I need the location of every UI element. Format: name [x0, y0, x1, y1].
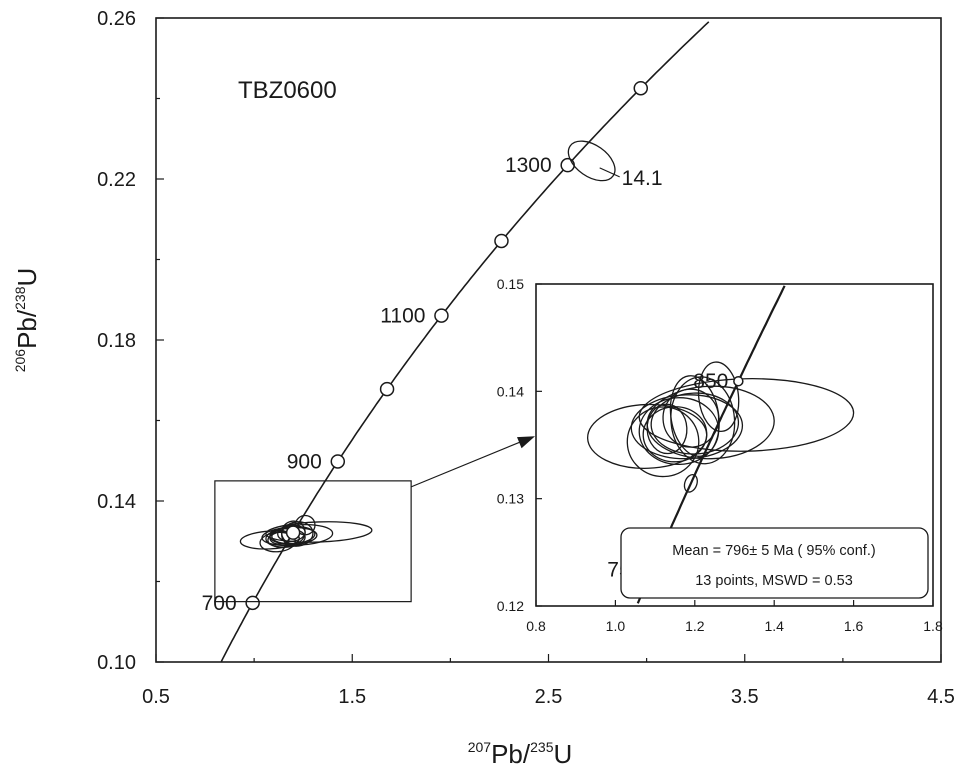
- stats-line-2: 13 points, MSWD = 0.53: [695, 573, 853, 589]
- outlier-leader: [599, 167, 620, 178]
- inset-analysis-ellipse-6: [670, 376, 736, 465]
- x-axis-title: 207Pb/235U: [468, 739, 573, 769]
- age-marker-900: [330, 454, 346, 469]
- inset-y-tick-label-2: 0.14: [497, 383, 524, 399]
- age-label-1100: 1100: [380, 305, 425, 328]
- x-tick-label-1: 1.5: [338, 686, 366, 708]
- age-markers: [245, 80, 649, 611]
- x-tick-label-0: 0.5: [142, 686, 170, 708]
- x-tick-label-4: 4.5: [927, 686, 955, 708]
- axis-ticks: [155, 17, 942, 663]
- age-label-1300: 1300: [505, 154, 552, 177]
- main-plot: 0.5 1.5 2.5 3.5 4.5 0.10 0.14 0.18 0.22 0.26 700 9…: [97, 8, 955, 708]
- tick-labels: 0.5 1.5 2.5 3.5 4.5 0.10 0.14 0.18 0.22 0.26: [97, 8, 955, 708]
- y-tick-label-0: 0.10: [97, 652, 136, 674]
- inset-x-tick-label-0: 0.8: [526, 618, 546, 634]
- age-marker-800: [285, 525, 301, 540]
- concordia-age-ellipse: [683, 473, 698, 493]
- age-labels: 700 900 1100 1300: [202, 154, 552, 615]
- inset-y-tick-label-0: 0.12: [497, 598, 524, 614]
- outlier-label: 14.1: [622, 167, 663, 190]
- inset-age-marker-850: [733, 375, 744, 387]
- analysis-ellipse-13: [259, 531, 296, 553]
- age-marker-1400: [633, 80, 649, 96]
- sample-label: TBZ0600: [238, 77, 337, 104]
- y-axis-title: 206Pb/238U: [12, 268, 42, 373]
- inset-x-tick-label-2: 1.2: [685, 618, 705, 634]
- inset-analysis-ellipse-13: [626, 406, 700, 478]
- inset-plot: 0.81.01.21.41.61.80.120.130.140.15 75085…: [497, 276, 943, 634]
- outlier-ellipse: [567, 140, 616, 182]
- analysis-ellipses: [239, 514, 373, 553]
- age-marker-1000: [379, 381, 395, 397]
- zoom-box: [214, 480, 412, 603]
- inset-axis-ticks: [535, 283, 934, 607]
- x-tick-label-2: 2.5: [535, 686, 563, 708]
- y-tick-label-1: 0.14: [97, 491, 136, 513]
- inset-frame: [535, 283, 934, 607]
- age-label-700: 700: [202, 592, 237, 615]
- age-marker-1300: [560, 157, 575, 173]
- inset-tick-labels: 0.8 1.0 1.2 1.4 1.6 1.8 0.12 0.13 0.14 0.15: [497, 276, 943, 634]
- outlier-analysis: 14.1: [567, 140, 663, 190]
- inset-x-tick-label-4: 1.6: [844, 618, 864, 634]
- zoom-arrow-head: [516, 436, 535, 449]
- y-tick-label-4: 0.26: [97, 8, 136, 30]
- analysis-ellipse-11: [265, 521, 373, 543]
- age-marker-700: [245, 595, 260, 611]
- age-label-900: 900: [287, 450, 322, 473]
- concordia-curve: [220, 21, 710, 662]
- inset-analysis-ellipse-11: [638, 378, 855, 452]
- stats-box: [620, 527, 929, 599]
- x-tick-label-3: 3.5: [731, 686, 759, 708]
- stats-line-1: Mean = 796± 5 Ma ( 95% conf.): [672, 543, 875, 559]
- analysis-ellipse-12: [239, 530, 300, 550]
- inset-analysis-ellipses: [586, 361, 855, 478]
- inset-y-tick-label-3: 0.15: [497, 276, 524, 292]
- age-marker-1200: [494, 233, 509, 249]
- inset-x-tick-label-5: 1.8: [923, 618, 943, 634]
- zoom-arrow: [410, 439, 527, 488]
- age-marker-1100: [434, 308, 449, 323]
- inset-analysis-ellipse-9: [697, 361, 740, 432]
- y-tick-label-3: 0.22: [97, 169, 136, 191]
- inset-analysis-ellipse-5: [646, 385, 775, 460]
- y-tick-label-2: 0.18: [97, 330, 136, 352]
- inset-age-label-850: 850: [693, 370, 728, 393]
- inset-x-tick-label-1: 1.0: [606, 618, 626, 634]
- inset-x-tick-label-3: 1.4: [764, 618, 784, 634]
- inset-y-tick-label-1: 0.13: [497, 491, 524, 507]
- inset-analysis-ellipse-12: [586, 403, 708, 469]
